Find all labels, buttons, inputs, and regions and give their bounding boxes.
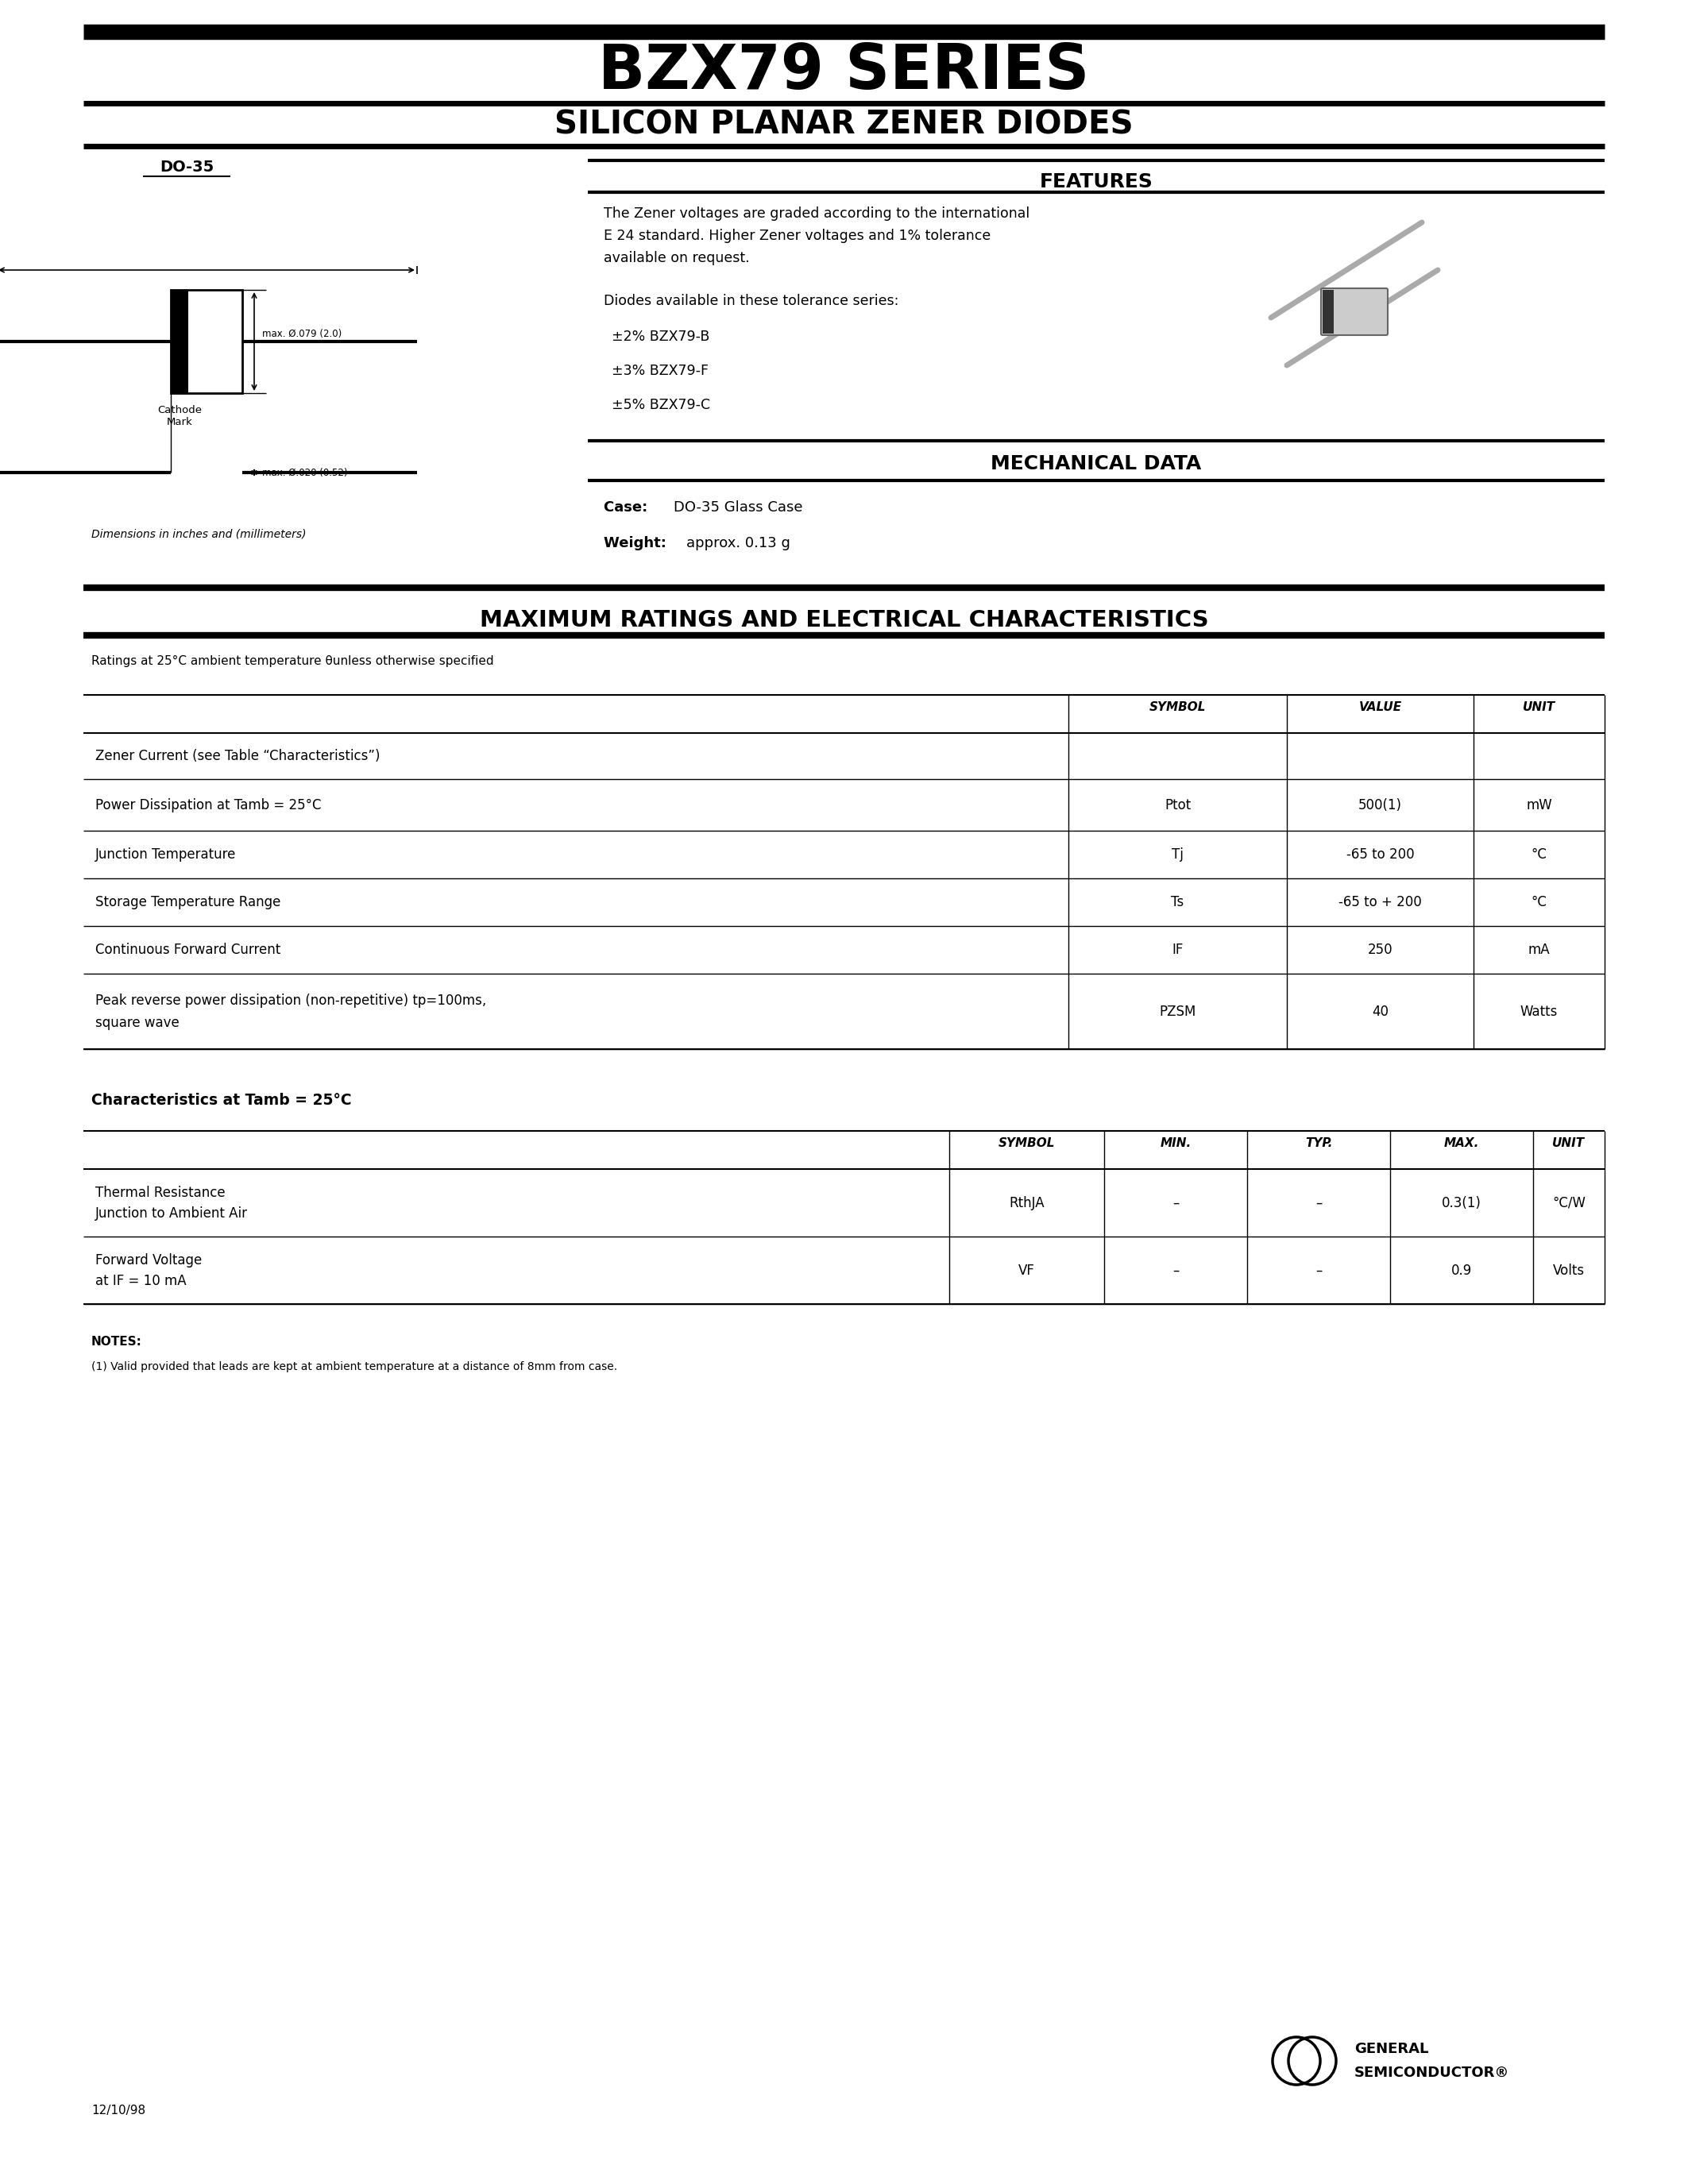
Text: max. Ø.020 (0.52): max. Ø.020 (0.52) (262, 467, 348, 478)
Text: Junction to Ambient Air: Junction to Ambient Air (95, 1206, 248, 1221)
Text: 12/10/98: 12/10/98 (91, 2105, 145, 2116)
Text: SYMBOL: SYMBOL (998, 1138, 1055, 1149)
Text: ±3% BZX79-F: ±3% BZX79-F (611, 365, 709, 378)
Text: –: – (1315, 1262, 1322, 1278)
Text: UNIT: UNIT (1523, 701, 1555, 714)
Text: FEATURES: FEATURES (1040, 173, 1153, 192)
Text: square wave: square wave (95, 1016, 179, 1029)
Text: Ts: Ts (1171, 895, 1183, 909)
Text: 250: 250 (1367, 943, 1393, 957)
Text: Thermal Resistance: Thermal Resistance (95, 1186, 225, 1199)
Text: MAX.: MAX. (1443, 1138, 1479, 1149)
Text: GENERAL: GENERAL (1354, 2042, 1428, 2055)
Text: Tj: Tj (1171, 847, 1183, 863)
Text: Characteristics at Tamb = 25°C: Characteristics at Tamb = 25°C (91, 1092, 351, 1107)
Text: DO-35 Glass Case: DO-35 Glass Case (674, 500, 803, 515)
Text: mA: mA (1528, 943, 1550, 957)
Text: VF: VF (1018, 1262, 1035, 1278)
Text: RthJA: RthJA (1009, 1195, 1045, 1210)
Text: approx. 0.13 g: approx. 0.13 g (687, 535, 790, 550)
Bar (170, 290, 189, 393)
Text: MAXIMUM RATINGS AND ELECTRICAL CHARACTERISTICS: MAXIMUM RATINGS AND ELECTRICAL CHARACTER… (479, 609, 1209, 631)
Text: Junction Temperature: Junction Temperature (95, 847, 236, 863)
Text: TYP.: TYP. (1305, 1138, 1332, 1149)
Text: 0.9: 0.9 (1452, 1262, 1472, 1278)
Text: Diodes available in these tolerance series:: Diodes available in these tolerance seri… (604, 295, 898, 308)
Bar (170, 290, 243, 393)
Text: Ptot: Ptot (1165, 797, 1190, 812)
Text: Forward Voltage: Forward Voltage (95, 1254, 203, 1267)
Text: PZSM: PZSM (1160, 1005, 1197, 1018)
Text: UNIT: UNIT (1553, 1138, 1585, 1149)
Text: MIN.: MIN. (1160, 1138, 1192, 1149)
Text: °C: °C (1531, 895, 1546, 909)
Text: -65 to 200: -65 to 200 (1347, 847, 1415, 863)
Text: Peak reverse power dissipation (non-repetitive) tp=100ms,: Peak reverse power dissipation (non-repe… (95, 994, 486, 1007)
Text: Continuous Forward Current: Continuous Forward Current (95, 943, 280, 957)
Text: Zener Current (see Table “Characteristics”): Zener Current (see Table “Characteristic… (95, 749, 380, 762)
Text: Volts: Volts (1553, 1262, 1585, 1278)
Text: 0.3(1): 0.3(1) (1442, 1195, 1482, 1210)
Text: SEMICONDUCTOR®: SEMICONDUCTOR® (1354, 2066, 1509, 2079)
Text: ±5% BZX79-C: ±5% BZX79-C (611, 397, 711, 413)
Text: max. Ø.079 (2.0): max. Ø.079 (2.0) (262, 328, 341, 339)
Text: The Zener voltages are graded according to the international
E 24 standard. High: The Zener voltages are graded according … (604, 207, 1030, 264)
Text: Dimensions in inches and (millimeters): Dimensions in inches and (millimeters) (91, 529, 306, 539)
Text: Storage Temperature Range: Storage Temperature Range (95, 895, 280, 909)
Text: Power Dissipation at Tamb = 25°C: Power Dissipation at Tamb = 25°C (95, 797, 321, 812)
Text: mW: mW (1526, 797, 1551, 812)
Text: 40: 40 (1372, 1005, 1389, 1018)
Text: °C: °C (1531, 847, 1546, 863)
Text: ±2% BZX79-B: ±2% BZX79-B (611, 330, 709, 343)
Text: –: – (1171, 1262, 1178, 1278)
Text: (1) Valid provided that leads are kept at ambient temperature at a distance of 8: (1) Valid provided that leads are kept a… (91, 1361, 618, 1372)
Text: Watts: Watts (1521, 1005, 1558, 1018)
Text: SYMBOL: SYMBOL (1150, 701, 1205, 714)
Text: 500(1): 500(1) (1359, 797, 1403, 812)
Text: -65 to + 200: -65 to + 200 (1339, 895, 1421, 909)
Text: DO-35: DO-35 (160, 159, 214, 175)
Text: VALUE: VALUE (1359, 701, 1401, 714)
Text: SILICON PLANAR ZENER DIODES: SILICON PLANAR ZENER DIODES (555, 109, 1133, 140)
Text: MECHANICAL DATA: MECHANICAL DATA (991, 454, 1202, 474)
Text: –: – (1315, 1195, 1322, 1210)
Text: Cathode
Mark: Cathode Mark (157, 404, 203, 428)
Text: °C/W: °C/W (1553, 1195, 1585, 1210)
Text: IF: IF (1171, 943, 1183, 957)
Bar (1323, 290, 1334, 334)
Text: Case:: Case: (604, 500, 653, 515)
FancyBboxPatch shape (1322, 288, 1388, 334)
Text: Weight:: Weight: (604, 535, 672, 550)
Text: –: – (1171, 1195, 1178, 1210)
Text: at IF = 10 mA: at IF = 10 mA (95, 1273, 186, 1289)
Text: BZX79 SERIES: BZX79 SERIES (599, 41, 1090, 103)
Text: NOTES:: NOTES: (91, 1337, 142, 1348)
Text: Ratings at 25°C ambient temperature θunless otherwise specified: Ratings at 25°C ambient temperature θunl… (91, 655, 495, 666)
